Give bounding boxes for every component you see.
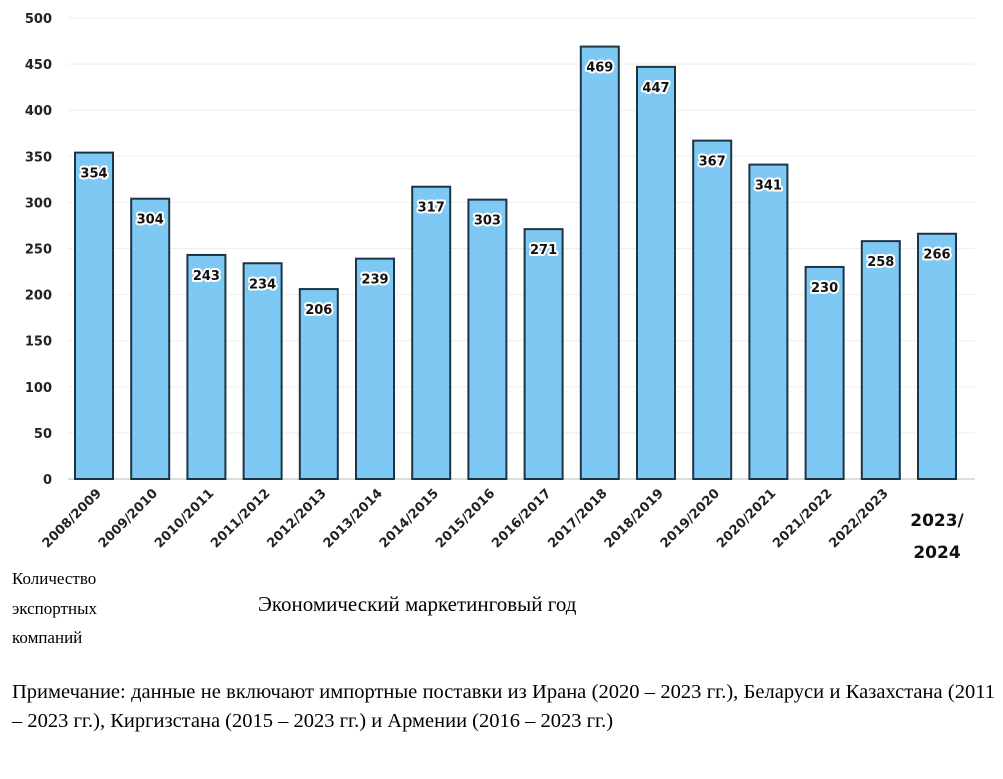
x-axis-label: Экономический маркетинговый год [258, 592, 577, 616]
y-tick-label: 350 [25, 150, 52, 165]
bar [579, 45, 620, 480]
bar [298, 288, 339, 480]
x-tick-label-last: 2023/ 2024 [905, 505, 969, 569]
y-axis-label-line: Количество [12, 569, 97, 588]
bar [242, 262, 283, 481]
data-label: 271 [530, 243, 557, 258]
y-axis-label-line: компаний [12, 628, 83, 647]
x-tick-label: 2022/2023 [826, 486, 891, 551]
bar [804, 265, 845, 480]
y-tick-label: 50 [34, 427, 52, 442]
data-label: 317 [418, 201, 445, 216]
x-tick-label: 2021/2022 [770, 486, 835, 551]
bar [467, 198, 508, 480]
bar [186, 253, 227, 480]
bar [748, 163, 789, 481]
y-axis-label: Количество экспортных компаний [12, 564, 152, 653]
data-label: 341 [755, 179, 782, 194]
data-label: 258 [867, 255, 894, 270]
x-tick-label: 2010/2011 [152, 486, 217, 551]
data-label: 243 [193, 269, 220, 284]
bar [692, 139, 733, 480]
x-tick-label-line: 2023/ [910, 511, 964, 531]
data-label: 367 [699, 155, 726, 170]
data-label: 469 [586, 61, 613, 76]
x-tick-label: 2016/2017 [489, 486, 554, 551]
bar [74, 151, 114, 480]
y-tick-label: 250 [25, 243, 52, 258]
data-label: 234 [249, 277, 276, 292]
x-tick-label: 2017/2018 [545, 486, 610, 551]
data-label: 303 [474, 214, 501, 229]
bar [411, 185, 452, 480]
bar [636, 65, 676, 480]
data-label: 447 [642, 81, 669, 96]
y-tick-label: 0 [43, 473, 52, 488]
bar [130, 197, 171, 480]
data-label: 239 [361, 273, 388, 288]
bar [355, 257, 395, 480]
y-tick-label: 150 [25, 335, 52, 350]
x-tick-label: 2008/2009 [40, 486, 105, 551]
data-label: 304 [137, 213, 164, 228]
y-tick-label: 400 [25, 104, 52, 119]
data-label: 206 [305, 303, 332, 318]
bar [860, 240, 901, 480]
x-tick-label: 2009/2010 [96, 486, 161, 551]
y-tick-label: 300 [25, 196, 52, 211]
x-tick-label: 2014/2015 [377, 486, 442, 551]
y-tick-label: 100 [25, 381, 52, 396]
x-tick-label: 2019/2020 [658, 486, 723, 551]
bar-chart: 0 50 100 150 200 250 300 350 400 450 500 354 2008/20… [25, 12, 975, 551]
x-tick-label-line: 2024 [913, 543, 961, 563]
y-tick-label: 500 [25, 12, 52, 27]
chart-note: Примечание: данные не включают импортные… [12, 681, 995, 732]
y-tick-label: 450 [25, 58, 52, 73]
x-tick-label: 2011/2012 [208, 486, 273, 551]
data-label: 354 [80, 167, 107, 182]
bar [917, 232, 957, 480]
y-axis-label-line: экспортных [12, 598, 97, 618]
bar [523, 228, 564, 480]
x-tick-label: 2015/2016 [433, 486, 498, 551]
x-tick-label: 2013/2014 [321, 486, 386, 551]
x-tick-label: 2012/2013 [264, 486, 329, 551]
x-tick-label: 2018/2019 [602, 486, 667, 551]
data-label: 266 [923, 248, 950, 263]
data-label: 230 [811, 281, 838, 296]
y-tick-label: 200 [25, 289, 52, 304]
x-tick-label: 2020/2021 [714, 486, 779, 551]
